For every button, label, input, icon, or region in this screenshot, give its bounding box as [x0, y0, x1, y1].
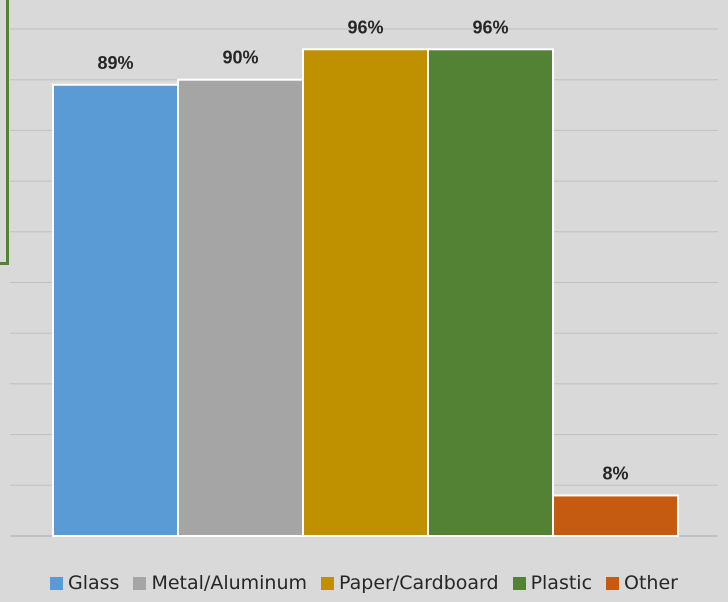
- bar-glass: [52, 83, 179, 538]
- legend-label: Plastic: [530, 572, 593, 594]
- legend-swatch: [512, 576, 526, 590]
- bar-metal-aluminum: [177, 78, 304, 537]
- legend-item: Paper/Cardboard: [321, 572, 499, 594]
- legend-swatch: [50, 576, 64, 590]
- legend-item: Plastic: [512, 572, 593, 594]
- legend-swatch: [606, 576, 620, 590]
- bar-chart: 89% 90% 96% 96% 8%: [10, 17, 718, 538]
- chart-legend: Glass Metal/Aluminum Paper/Cardboard Plasti…: [0, 568, 728, 598]
- data-label: 96%: [472, 17, 508, 37]
- legend-item: Glass: [50, 572, 119, 594]
- legend-swatch: [321, 576, 335, 590]
- data-label: 89%: [97, 53, 133, 73]
- legend-label: Glass: [68, 572, 120, 594]
- bar-other: [552, 494, 679, 538]
- left-frame-accent: [0, 0, 9, 265]
- legend-item: Other: [606, 572, 678, 594]
- bar-paper-cardboard: [302, 48, 429, 537]
- data-label: 96%: [347, 17, 383, 37]
- bar-plastic: [427, 48, 554, 537]
- data-label: 90%: [222, 48, 258, 68]
- legend-label: Other: [624, 572, 678, 594]
- legend-label: Metal/Aluminum: [151, 572, 308, 594]
- legend-label: Paper/Cardboard: [339, 572, 499, 594]
- data-label: 8%: [602, 463, 628, 483]
- legend-swatch: [133, 576, 147, 590]
- legend-item: Metal/Aluminum: [133, 572, 307, 594]
